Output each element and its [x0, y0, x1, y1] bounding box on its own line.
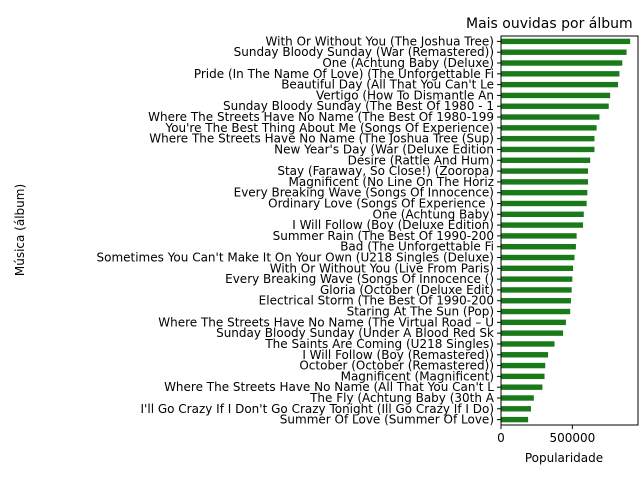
y-tick-label: New Year's Day (War (Deluxe Edition: [274, 142, 494, 156]
y-tick-label: Summer Rain (The Best Of 1990-200: [273, 229, 494, 243]
bar: [501, 319, 566, 326]
bar: [501, 38, 631, 45]
y-tick-label: With Or Without You (Live From Paris): [270, 261, 494, 275]
bar: [501, 330, 564, 336]
bar: [501, 276, 573, 282]
y-tick-label: Ordinary Love (Songs Of Experience ): [268, 196, 494, 210]
bar: [501, 416, 529, 423]
x-tick-label: 500000: [549, 431, 595, 445]
y-tick-label: Pride (In The Name Of Love) (The Unforge…: [194, 67, 494, 81]
bar: [501, 265, 574, 272]
y-tick-label: Where The Streets Have No Name (All That…: [164, 380, 494, 394]
bar: [501, 287, 572, 293]
y-tick-label: The Saints Are Coming (U218 Singles): [264, 337, 494, 351]
bar: [501, 168, 589, 174]
bar: [501, 189, 588, 196]
bar: [501, 298, 571, 304]
y-tick-label: Desire (Rattle And Hum): [348, 153, 494, 167]
y-tick-label: Where The Streets Have No Name (The Josh…: [149, 132, 494, 146]
y-tick-label: Sunday Bloody Sunday (The Best Of 1980 -…: [223, 99, 494, 113]
y-tick-label: Vertigo (How To Dismantle An: [316, 88, 494, 102]
y-tick-label: Gloria (October (Deluxe Edit): [320, 283, 494, 297]
x-ticks: 0 500000: [497, 425, 595, 445]
bars-group: [501, 38, 631, 423]
bar: [501, 244, 576, 250]
y-tick-label: One (Achtung Baby (Deluxe): [322, 56, 494, 70]
x-tick-label: 0: [497, 431, 505, 445]
bar: [501, 71, 620, 77]
y-tick-label: Where The Streets Have No Name (The Virt…: [158, 315, 494, 329]
bar: [501, 60, 623, 66]
chart-title: Mais ouvidas por álbum: [466, 16, 633, 32]
bar: [501, 49, 627, 55]
y-tick-label: I'll Go Crazy If I Don't Go Crazy Tonigh…: [141, 402, 494, 416]
bar: [501, 211, 584, 217]
bar: [501, 308, 571, 315]
bar: [501, 352, 549, 358]
y-tick-label: Sunday Bloody Sunday (Under A Blood Red …: [216, 326, 494, 340]
y-tick-label: October (October (Remastered)): [299, 359, 494, 373]
bar: [501, 114, 600, 120]
y-tick-label: Stay (Faraway, So Close!) (Zooropa): [277, 164, 494, 178]
y-tick-label: Every Breaking Wave (Songs Of Innocence): [234, 186, 494, 200]
bar: [501, 222, 584, 228]
bar: [501, 254, 575, 261]
bar: [501, 179, 589, 185]
bar: [501, 200, 587, 207]
y-tick-label: Electrical Storm (The Best Of 1990-200: [259, 294, 494, 308]
bar: [501, 125, 597, 131]
y-tick-label: Beautiful Day (All That You Can't Le: [281, 78, 494, 92]
bar: [501, 406, 531, 412]
y-tick-label: Every Breaking Wave (Songs Of Innocence …: [225, 272, 494, 286]
bar: [501, 233, 577, 239]
y-tick-label: You're The Best Thing About Me (Songs Of…: [164, 121, 494, 135]
y-tick-label: Staring At The Sun (Pop): [347, 305, 494, 319]
bar: [501, 373, 545, 380]
plot-frame: [500, 35, 639, 426]
y-tick-label: Magnificent (Magnificent): [341, 369, 494, 383]
y-axis-label: Música (álbum): [13, 184, 27, 276]
y-tick-label: Where The Streets Have No Name (The Best…: [148, 110, 494, 124]
y-tick-label: Sometimes You Can't Make It On Your Own …: [96, 251, 494, 265]
y-tick-label: Sunday Bloody Sunday (War (Remastered)): [234, 45, 494, 59]
y-tick-label: One (Achtung Baby): [373, 207, 494, 221]
bar: [501, 146, 595, 153]
bar: [501, 341, 555, 347]
x-axis-label: Popularidade: [525, 451, 603, 465]
bar: [501, 384, 543, 390]
bar: [501, 395, 534, 401]
y-tick-label: Bad (The Unforgettable Fi: [340, 240, 494, 254]
bar: [501, 135, 595, 142]
y-tick-label: I Will Follow (Boy (Deluxe Edition): [292, 218, 494, 232]
bar: [501, 92, 611, 99]
bar: [501, 103, 609, 109]
bar: [501, 157, 591, 163]
y-tick-label: I Will Follow (Boy (Remastered)): [302, 348, 494, 362]
y-tick-label: Summer Of Love (Summer Of Love): [280, 413, 494, 427]
bar: [501, 362, 546, 369]
y-tick-label: Magnificent (No Line On The Horiz: [289, 175, 495, 189]
y-tick-label: With Or Without You (The Joshua Tree): [266, 34, 494, 48]
y-tick-label: The Fly (Achtung Baby (30th A: [309, 391, 495, 405]
bar: [501, 81, 619, 88]
y-tick-labels: With Or Without You (The Joshua Tree)Sun…: [96, 34, 501, 427]
